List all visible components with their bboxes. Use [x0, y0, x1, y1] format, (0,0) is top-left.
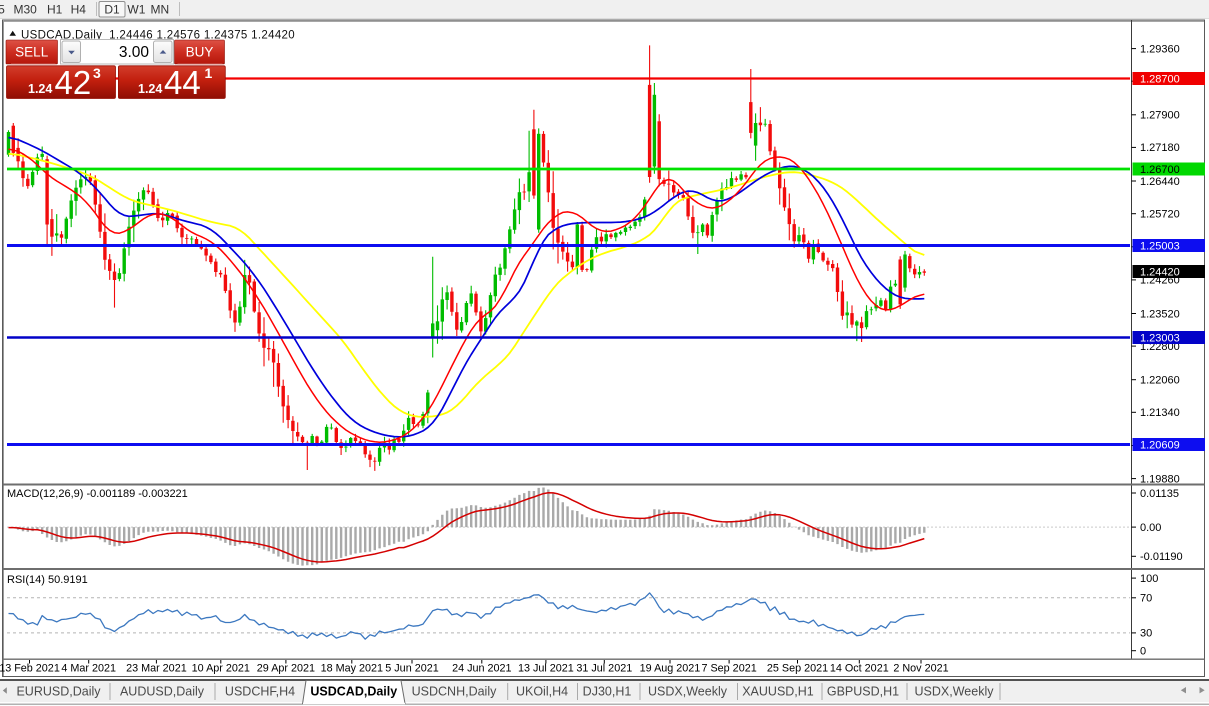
svg-text:M30: M30 — [14, 3, 38, 17]
svg-text:1.21340: 1.21340 — [1140, 407, 1180, 419]
svg-text:RSI(14) 50.9191: RSI(14) 50.9191 — [7, 574, 88, 586]
svg-text:XAUUSD,H1: XAUUSD,H1 — [742, 685, 814, 699]
svg-text:USDX,Weekly: USDX,Weekly — [915, 685, 995, 699]
svg-text:14 Oct 2021: 14 Oct 2021 — [830, 663, 889, 675]
svg-text:UKOil,H4: UKOil,H4 — [516, 685, 568, 699]
svg-text:4 Mar 2021: 4 Mar 2021 — [61, 663, 116, 675]
svg-text:5 Jun 2021: 5 Jun 2021 — [385, 663, 438, 675]
svg-text:5: 5 — [0, 3, 5, 17]
svg-text:0: 0 — [1140, 646, 1146, 658]
svg-text:BUY: BUY — [186, 45, 214, 60]
svg-text:2 Nov 2021: 2 Nov 2021 — [893, 663, 948, 675]
svg-text:EURUSD,Daily: EURUSD,Daily — [16, 685, 101, 699]
svg-text:1.19880: 1.19880 — [1140, 473, 1180, 485]
svg-text:1.26700: 1.26700 — [1140, 164, 1180, 176]
svg-text:GBPUSD,H1: GBPUSD,H1 — [827, 685, 899, 699]
svg-text:1.24: 1.24 — [28, 82, 52, 96]
svg-text:24 Jun 2021: 24 Jun 2021 — [452, 663, 511, 675]
svg-text:USDCNH,Daily: USDCNH,Daily — [412, 685, 497, 699]
svg-text:42: 42 — [55, 64, 92, 101]
svg-text:0.00: 0.00 — [1140, 522, 1161, 534]
svg-text:1.29360: 1.29360 — [1140, 43, 1180, 55]
svg-text:1.27180: 1.27180 — [1140, 142, 1180, 154]
svg-text:44: 44 — [164, 64, 201, 101]
svg-text:3: 3 — [93, 65, 101, 81]
svg-text:USDCAD,Daily 1.24446 1.24576: USDCAD,Daily 1.24446 1.24576 1.24375 1.2… — [21, 29, 295, 41]
svg-text:1.28700: 1.28700 — [1140, 73, 1180, 85]
svg-text:30: 30 — [1140, 628, 1152, 640]
svg-text:SELL: SELL — [15, 45, 49, 60]
svg-text:100: 100 — [1140, 573, 1158, 585]
svg-text:25 Sep 2021: 25 Sep 2021 — [767, 663, 828, 675]
svg-text:0.01135: 0.01135 — [1140, 488, 1179, 500]
svg-text:1.23520: 1.23520 — [1140, 308, 1180, 320]
svg-text:1.23003: 1.23003 — [1140, 332, 1180, 344]
svg-text:3.00: 3.00 — [119, 44, 150, 61]
svg-text:1.22060: 1.22060 — [1140, 375, 1180, 387]
svg-text:13 Jul 2021: 13 Jul 2021 — [518, 663, 574, 675]
svg-text:H4: H4 — [71, 3, 87, 17]
svg-text:13 Feb 2021: 13 Feb 2021 — [0, 663, 60, 675]
svg-text:MN: MN — [150, 3, 169, 17]
svg-text:19 Aug 2021: 19 Aug 2021 — [640, 663, 701, 675]
svg-text:29 Apr 2021: 29 Apr 2021 — [257, 663, 315, 675]
svg-text:1.25720: 1.25720 — [1140, 209, 1180, 221]
svg-text:1.26440: 1.26440 — [1140, 176, 1180, 188]
svg-text:1.25003: 1.25003 — [1140, 240, 1180, 252]
svg-text:31 Jul 2021: 31 Jul 2021 — [576, 663, 632, 675]
svg-text:1.20609: 1.20609 — [1140, 439, 1180, 451]
svg-text:USDCHF,H4: USDCHF,H4 — [225, 685, 295, 699]
svg-text:USDCAD,Daily: USDCAD,Daily — [310, 685, 397, 699]
svg-text:23 Mar 2021: 23 Mar 2021 — [126, 663, 187, 675]
svg-text:D1: D1 — [104, 3, 120, 17]
svg-text:7 Sep 2021: 7 Sep 2021 — [701, 663, 756, 675]
svg-text:1: 1 — [205, 65, 213, 81]
svg-text:1.24420: 1.24420 — [1140, 266, 1180, 278]
svg-text:-0.01190: -0.01190 — [1140, 551, 1183, 563]
svg-text:18 May 2021: 18 May 2021 — [321, 663, 383, 675]
svg-text:10 Apr 2021: 10 Apr 2021 — [192, 663, 250, 675]
svg-text:1.27900: 1.27900 — [1140, 110, 1180, 122]
svg-text:MACD(12,26,9) -0.001189 -0.003: MACD(12,26,9) -0.001189 -0.003221 — [7, 488, 188, 500]
svg-text:USDX,Weekly: USDX,Weekly — [648, 685, 728, 699]
svg-text:W1: W1 — [127, 3, 145, 17]
svg-text:DJ30,H1: DJ30,H1 — [583, 685, 632, 699]
svg-text:70: 70 — [1140, 593, 1152, 605]
svg-text:1.24: 1.24 — [138, 82, 162, 96]
svg-text:AUDUSD,Daily: AUDUSD,Daily — [120, 685, 205, 699]
svg-text:H1: H1 — [47, 3, 63, 17]
